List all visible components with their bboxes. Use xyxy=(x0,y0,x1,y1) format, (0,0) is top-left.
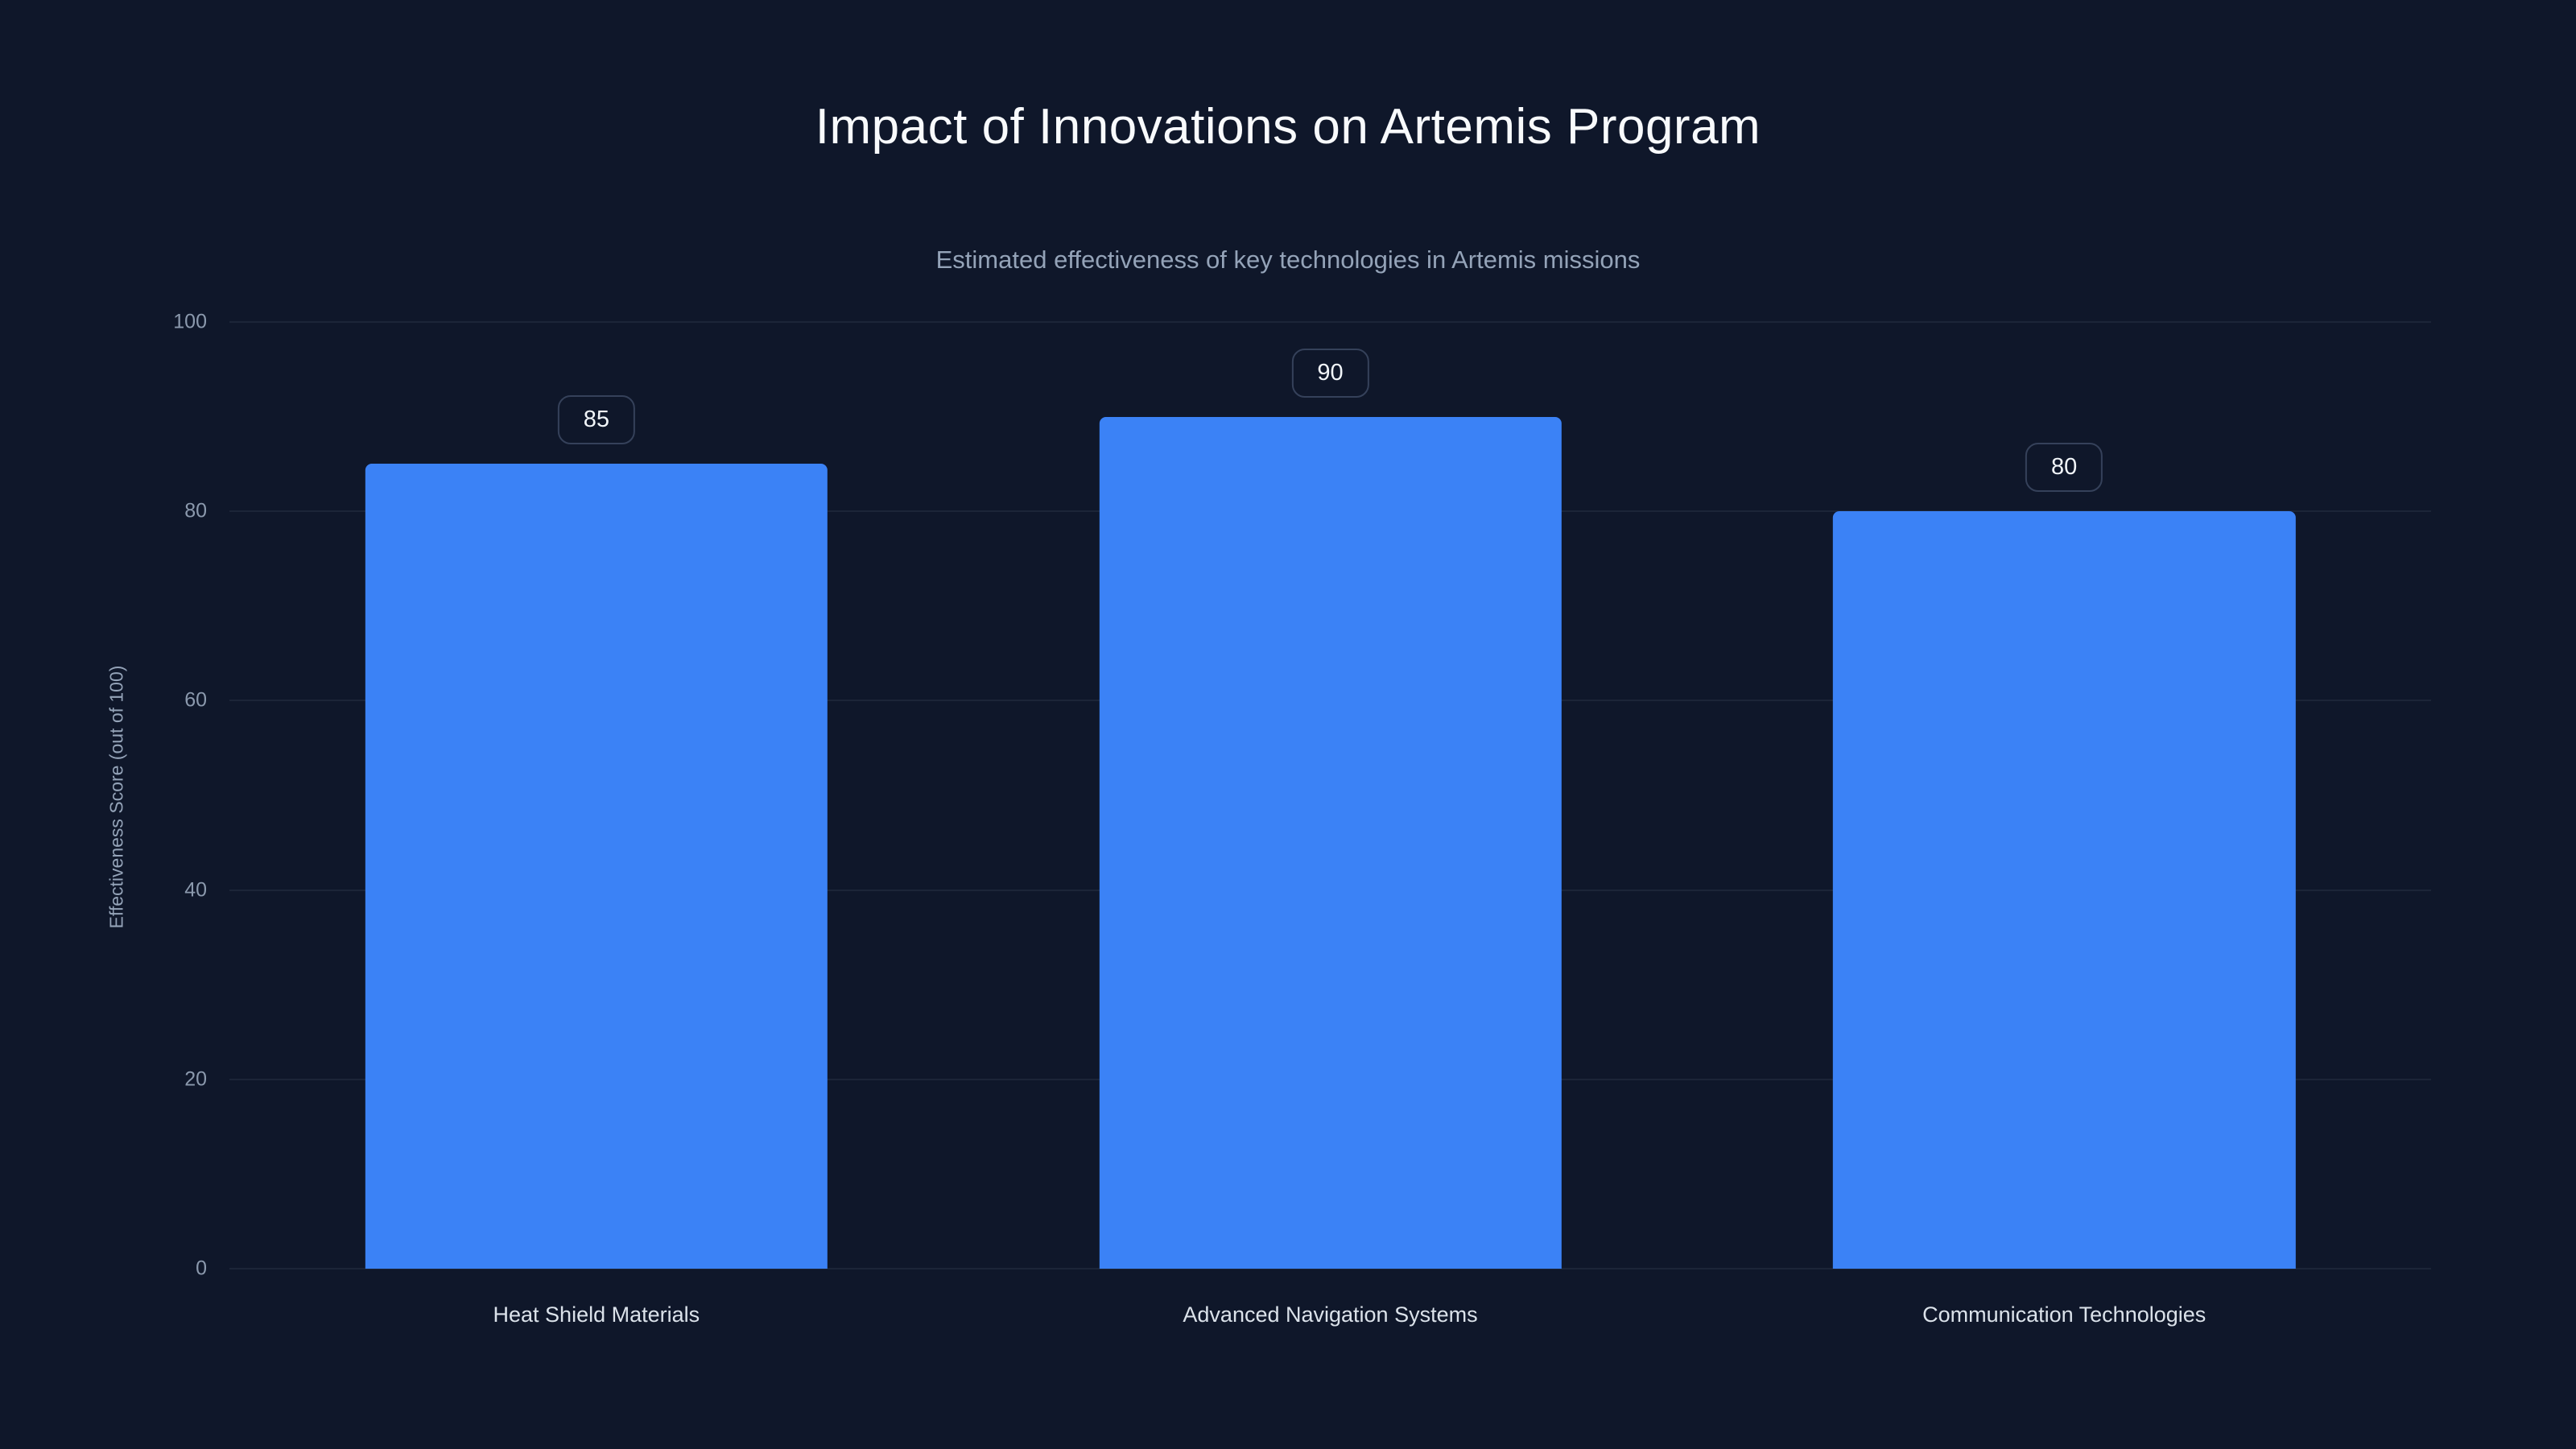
bar-group: 85 Heat Shield Materials xyxy=(229,322,964,1327)
value-badge: 85 xyxy=(557,395,635,445)
y-tick-label: 80 xyxy=(184,499,207,522)
bar-heat-shield-materials xyxy=(365,464,828,1269)
bar-chart: Impact of Innovations on Artemis Program… xyxy=(0,0,2576,1327)
category-label: Communication Technologies xyxy=(1922,1302,2207,1327)
gridline xyxy=(229,1268,2431,1269)
bar-communication-technologies xyxy=(1833,511,2296,1269)
y-tick-label: 60 xyxy=(184,688,207,712)
gridline xyxy=(229,321,2431,323)
chart-title: Impact of Innovations on Artemis Program xyxy=(815,99,1761,155)
y-tick-label: 0 xyxy=(196,1257,207,1280)
bar-group: 80 Communication Technologies xyxy=(1697,322,2431,1327)
y-tick-label: 100 xyxy=(173,310,207,333)
chart-subtitle: Estimated effectiveness of key technolog… xyxy=(935,246,1641,274)
category-label: Heat Shield Materials xyxy=(493,1302,700,1327)
bar-group: 90 Advanced Navigation Systems xyxy=(964,322,1698,1327)
value-badge: 90 xyxy=(1291,348,1369,398)
category-label: Advanced Navigation Systems xyxy=(1183,1302,1478,1327)
y-tick-label: 20 xyxy=(184,1067,207,1091)
value-badge: 80 xyxy=(2025,443,2103,493)
plot-area: 0 20 40 60 80 100 85 Heat Shield Materials 90 Adv… xyxy=(173,311,2431,1327)
bar-advanced-navigation-systems xyxy=(1099,416,1562,1269)
bars-container: 85 Heat Shield Materials 90 Advanced Naviga… xyxy=(229,322,2431,1327)
y-tick-label: 40 xyxy=(184,878,207,902)
y-axis-title: Effectiveness Score (out of 100) xyxy=(105,665,127,929)
